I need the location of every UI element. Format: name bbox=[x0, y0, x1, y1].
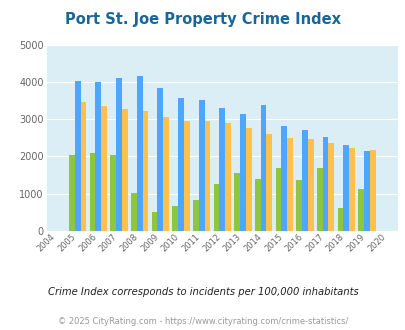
Bar bbox=[172, 206, 178, 231]
Bar bbox=[90, 153, 95, 231]
Bar bbox=[301, 130, 307, 231]
Bar bbox=[204, 121, 210, 231]
Bar bbox=[192, 200, 198, 231]
Bar bbox=[151, 212, 157, 231]
Bar bbox=[116, 79, 121, 231]
Bar bbox=[213, 184, 219, 231]
Bar bbox=[343, 145, 348, 231]
Bar bbox=[307, 139, 313, 231]
Bar bbox=[183, 121, 189, 231]
Bar bbox=[75, 81, 80, 231]
Bar bbox=[95, 82, 101, 231]
Bar bbox=[337, 208, 343, 231]
Bar bbox=[122, 109, 127, 231]
Text: Port St. Joe Property Crime Index: Port St. Joe Property Crime Index bbox=[65, 12, 340, 26]
Bar bbox=[178, 97, 183, 231]
Bar bbox=[198, 100, 204, 231]
Bar bbox=[254, 179, 260, 231]
Bar bbox=[69, 154, 75, 231]
Bar bbox=[260, 105, 266, 231]
Bar bbox=[245, 128, 251, 231]
Bar bbox=[328, 143, 333, 231]
Bar bbox=[348, 148, 354, 231]
Bar bbox=[357, 189, 363, 231]
Bar bbox=[239, 114, 245, 231]
Bar bbox=[369, 150, 375, 231]
Bar bbox=[316, 168, 322, 231]
Bar bbox=[281, 126, 286, 231]
Bar bbox=[80, 102, 86, 231]
Bar bbox=[163, 117, 168, 231]
Bar bbox=[234, 173, 239, 231]
Bar bbox=[131, 193, 136, 231]
Text: © 2025 CityRating.com - https://www.cityrating.com/crime-statistics/: © 2025 CityRating.com - https://www.city… bbox=[58, 317, 347, 326]
Bar bbox=[225, 123, 230, 231]
Bar bbox=[322, 137, 328, 231]
Text: Crime Index corresponds to incidents per 100,000 inhabitants: Crime Index corresponds to incidents per… bbox=[47, 287, 358, 297]
Bar bbox=[157, 88, 163, 231]
Bar bbox=[136, 76, 142, 231]
Bar bbox=[142, 111, 148, 231]
Bar bbox=[219, 108, 225, 231]
Bar bbox=[275, 168, 281, 231]
Bar bbox=[110, 155, 116, 231]
Bar bbox=[296, 180, 301, 231]
Bar bbox=[286, 138, 292, 231]
Bar bbox=[101, 107, 107, 231]
Bar bbox=[363, 151, 369, 231]
Bar bbox=[266, 134, 272, 231]
